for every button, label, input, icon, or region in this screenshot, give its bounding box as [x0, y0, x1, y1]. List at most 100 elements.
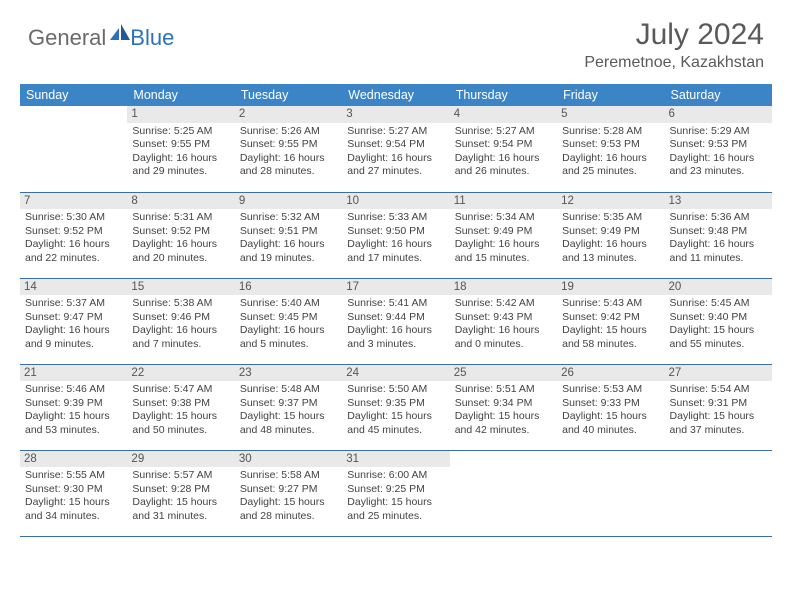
- calendar-day-cell: 11Sunrise: 5:34 AMSunset: 9:49 PMDayligh…: [450, 192, 557, 278]
- sunset-text: Sunset: 9:53 PM: [670, 138, 767, 151]
- calendar-header-row: SundayMondayTuesdayWednesdayThursdayFrid…: [20, 84, 772, 106]
- day-number: 12: [557, 193, 664, 210]
- calendar-day-cell: 19Sunrise: 5:43 AMSunset: 9:42 PMDayligh…: [557, 278, 664, 364]
- day-number: 3: [342, 106, 449, 123]
- day-number: 29: [127, 451, 234, 468]
- day-number: 21: [20, 365, 127, 382]
- calendar-day-cell: 5Sunrise: 5:28 AMSunset: 9:53 PMDaylight…: [557, 106, 664, 192]
- sunrise-text: Sunrise: 5:36 AM: [670, 211, 767, 224]
- day-number: 18: [450, 279, 557, 296]
- daylight-text: Daylight: 16 hours and 17 minutes.: [347, 238, 444, 265]
- daylight-text: Daylight: 16 hours and 19 minutes.: [240, 238, 337, 265]
- sunset-text: Sunset: 9:38 PM: [132, 397, 229, 410]
- daylight-text: Daylight: 15 hours and 58 minutes.: [562, 324, 659, 351]
- sunrise-text: Sunrise: 5:35 AM: [562, 211, 659, 224]
- sunset-text: Sunset: 9:55 PM: [132, 138, 229, 151]
- sunset-text: Sunset: 9:52 PM: [132, 225, 229, 238]
- sunset-text: Sunset: 9:54 PM: [455, 138, 552, 151]
- sunset-text: Sunset: 9:45 PM: [240, 311, 337, 324]
- calendar-week: 14Sunrise: 5:37 AMSunset: 9:47 PMDayligh…: [20, 278, 772, 364]
- daylight-text: Daylight: 15 hours and 25 minutes.: [347, 496, 444, 523]
- month-title: July 2024: [584, 18, 764, 52]
- daylight-text: Daylight: 15 hours and 34 minutes.: [25, 496, 122, 523]
- calendar-day-cell: [557, 450, 664, 536]
- weekday-header: Thursday: [450, 84, 557, 106]
- calendar-day-cell: 6Sunrise: 5:29 AMSunset: 9:53 PMDaylight…: [665, 106, 772, 192]
- daylight-text: Daylight: 16 hours and 7 minutes.: [132, 324, 229, 351]
- sunset-text: Sunset: 9:51 PM: [240, 225, 337, 238]
- daylight-text: Daylight: 16 hours and 15 minutes.: [455, 238, 552, 265]
- sunrise-text: Sunrise: 5:29 AM: [670, 125, 767, 138]
- calendar-body: 1Sunrise: 5:25 AMSunset: 9:55 PMDaylight…: [20, 106, 772, 536]
- day-number: 15: [127, 279, 234, 296]
- daylight-text: Daylight: 15 hours and 48 minutes.: [240, 410, 337, 437]
- sunrise-text: Sunrise: 5:58 AM: [240, 469, 337, 482]
- calendar-week: 21Sunrise: 5:46 AMSunset: 9:39 PM Dayligh…: [20, 364, 772, 450]
- weekday-header: Friday: [557, 84, 664, 106]
- daylight-text: Daylight: 16 hours and 28 minutes.: [240, 152, 337, 179]
- sunrise-text: Sunrise: 5:41 AM: [347, 297, 444, 310]
- daylight-text: Daylight: 15 hours and 31 minutes.: [132, 496, 229, 523]
- day-number: 4: [450, 106, 557, 123]
- brand-sail-icon: [110, 24, 130, 45]
- sunrise-text: Sunrise: 5:38 AM: [132, 297, 229, 310]
- sunrise-text: Sunrise: 5:25 AM: [132, 125, 229, 138]
- sunset-text: Sunset: 9:49 PM: [562, 225, 659, 238]
- day-number: 8: [127, 193, 234, 210]
- calendar-day-cell: 14Sunrise: 5:37 AMSunset: 9:47 PMDayligh…: [20, 278, 127, 364]
- sunset-text: Sunset: 9:44 PM: [347, 311, 444, 324]
- day-number: 13: [665, 193, 772, 210]
- daylight-text: Daylight: 15 hours and 28 minutes.: [240, 496, 337, 523]
- calendar-day-cell: 18Sunrise: 5:42 AMSunset: 9:43 PMDayligh…: [450, 278, 557, 364]
- calendar-table: SundayMondayTuesdayWednesdayThursdayFrid…: [20, 84, 772, 537]
- sunrise-text: Sunrise: 5:33 AM: [347, 211, 444, 224]
- calendar-day-cell: 2Sunrise: 5:26 AMSunset: 9:55 PMDaylight…: [235, 106, 342, 192]
- calendar-day-cell: 7Sunrise: 5:30 AMSunset: 9:52 PMDaylight…: [20, 192, 127, 278]
- calendar-day-cell: 3Sunrise: 5:27 AMSunset: 9:54 PMDaylight…: [342, 106, 449, 192]
- daylight-text: Daylight: 15 hours and 42 minutes.: [455, 410, 552, 437]
- day-number: 5: [557, 106, 664, 123]
- daylight-text: Daylight: 16 hours and 22 minutes.: [25, 238, 122, 265]
- calendar-day-cell: 25Sunrise: 5:51 AMSunset: 9:34 PMDayligh…: [450, 364, 557, 450]
- sunrise-text: Sunrise: 5:27 AM: [455, 125, 552, 138]
- sunset-text: Sunset: 9:54 PM: [347, 138, 444, 151]
- sunrise-text: Sunrise: 5:30 AM: [25, 211, 122, 224]
- sunrise-text: Sunrise: 6:00 AM: [347, 469, 444, 482]
- sunrise-text: Sunrise: 5:54 AM: [670, 383, 767, 396]
- calendar-day-cell: 1Sunrise: 5:25 AMSunset: 9:55 PMDaylight…: [127, 106, 234, 192]
- sunrise-text: Sunrise: 5:51 AM: [455, 383, 552, 396]
- sunset-text: Sunset: 9:40 PM: [670, 311, 767, 324]
- day-number: 10: [342, 193, 449, 210]
- sunset-text: Sunset: 9:39 PM: [25, 397, 122, 410]
- brand-part2: Blue: [130, 25, 174, 51]
- sunset-text: Sunset: 9:53 PM: [562, 138, 659, 151]
- sunrise-text: Sunrise: 5:47 AM: [132, 383, 229, 396]
- day-number: 7: [20, 193, 127, 210]
- sunset-text: Sunset: 9:34 PM: [455, 397, 552, 410]
- day-number: 16: [235, 279, 342, 296]
- day-number: 17: [342, 279, 449, 296]
- day-number: 19: [557, 279, 664, 296]
- sunrise-text: Sunrise: 5:43 AM: [562, 297, 659, 310]
- daylight-text: Daylight: 16 hours and 9 minutes.: [25, 324, 122, 351]
- sunrise-text: Sunrise: 5:28 AM: [562, 125, 659, 138]
- daylight-text: Daylight: 16 hours and 11 minutes.: [670, 238, 767, 265]
- calendar-day-cell: 22Sunrise: 5:47 AMSunset: 9:38 PMDayligh…: [127, 364, 234, 450]
- calendar-day-cell: 31Sunrise: 6:00 AMSunset: 9:25 PMDayligh…: [342, 450, 449, 536]
- calendar-day-cell: 13Sunrise: 5:36 AMSunset: 9:48 PMDayligh…: [665, 192, 772, 278]
- daylight-text: Daylight: 16 hours and 0 minutes.: [455, 324, 552, 351]
- daylight-text: Daylight: 15 hours and 55 minutes.: [670, 324, 767, 351]
- calendar-day-cell: 23Sunrise: 5:48 AMSunset: 9:37 PMDayligh…: [235, 364, 342, 450]
- sunset-text: Sunset: 9:30 PM: [25, 483, 122, 496]
- sunset-text: Sunset: 9:50 PM: [347, 225, 444, 238]
- sunset-text: Sunset: 9:49 PM: [455, 225, 552, 238]
- daylight-text: Daylight: 15 hours and 37 minutes.: [670, 410, 767, 437]
- sunrise-text: Sunrise: 5:40 AM: [240, 297, 337, 310]
- calendar-day-cell: 28Sunrise: 5:55 AMSunset: 9:30 PMDayligh…: [20, 450, 127, 536]
- sunrise-text: Sunrise: 5:45 AM: [670, 297, 767, 310]
- sunset-text: Sunset: 9:28 PM: [132, 483, 229, 496]
- sunrise-text: Sunrise: 5:46 AM: [25, 383, 122, 396]
- day-number: 25: [450, 365, 557, 382]
- daylight-text: Daylight: 15 hours and 50 minutes.: [132, 410, 229, 437]
- sunset-text: Sunset: 9:37 PM: [240, 397, 337, 410]
